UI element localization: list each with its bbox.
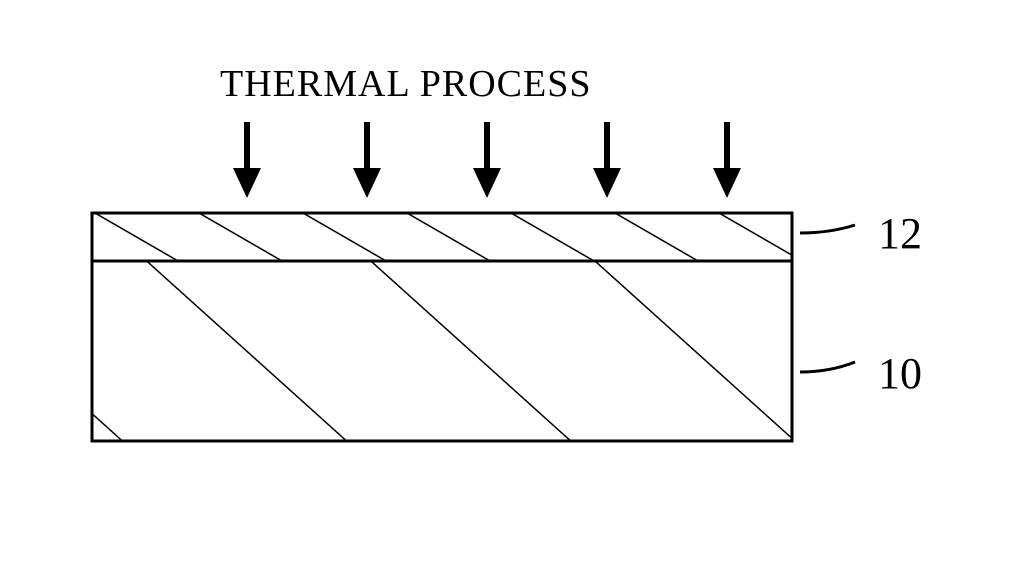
- callout-label-12: 12: [878, 208, 922, 259]
- callouts-group: [0, 0, 1030, 575]
- diagram-canvas: THERMAL PROCESS 1210: [0, 0, 1030, 575]
- callout-leader-12: [800, 225, 855, 233]
- callout-label-10: 10: [878, 348, 922, 399]
- callout-leader-10: [800, 362, 855, 372]
